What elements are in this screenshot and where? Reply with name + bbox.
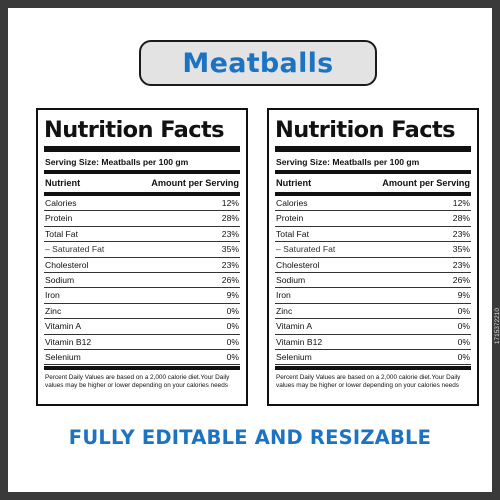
divider (44, 170, 240, 174)
nutrient-name: Cholesterol (45, 259, 89, 270)
divider (275, 146, 471, 152)
label-heading: Nutrition Facts (44, 117, 225, 143)
divider (44, 146, 240, 152)
nutrient-value: 0% (226, 351, 239, 362)
serving-size: Serving Size: Meatballs per 100 gm (45, 157, 189, 167)
nutrient-row: Vitamin B12 0% (44, 335, 240, 350)
nutrient-row: – Saturated Fat 35% (44, 242, 240, 258)
nutrient-value: 23% (452, 259, 470, 270)
nutrient-name: Selenium (45, 351, 81, 362)
nutrient-row: Calories 12% (275, 196, 471, 212)
divider (275, 366, 471, 371)
nutrient-value: 28% (452, 213, 470, 224)
nutrient-value: 0% (457, 305, 470, 316)
tagline: FULLY EDITABLE AND RESIZABLE (68, 426, 432, 449)
nutrient-name: Vitamin A (45, 321, 82, 332)
page-title: Meatballs (182, 47, 334, 79)
nutrition-label-left: Nutrition Facts Serving Size: Meatballs … (36, 108, 248, 406)
nutrient-value: 26% (221, 274, 239, 285)
nutrient-row: Sodium 26% (44, 273, 240, 289)
nutrient-value: 35% (221, 244, 239, 255)
nutrient-value: 28% (221, 213, 239, 224)
nutrient-row: Total Fat 23% (44, 227, 240, 243)
nutrient-name: Vitamin A (276, 321, 313, 332)
nutrient-row: Cholesterol 23% (44, 258, 240, 273)
nutrient-value: 23% (221, 228, 239, 239)
nutrient-row: Total Fat 23% (275, 227, 471, 243)
nutrient-name: Vitamin B12 (276, 336, 323, 347)
nutrient-row: Protein 28% (44, 211, 240, 227)
nutrient-name: Iron (276, 290, 291, 301)
nutrient-name: Vitamin B12 (45, 336, 92, 347)
nutrient-row: Zinc 0% (275, 304, 471, 320)
nutrient-name: Total Fat (45, 228, 78, 239)
nutrient-name: Sodium (276, 274, 306, 285)
daily-value-footnote: Percent Daily Values are based on a 2,00… (45, 374, 230, 390)
nutrient-name: Protein (45, 213, 73, 224)
nutrient-value: 23% (452, 228, 470, 239)
watermark-id: 1715372210 (494, 308, 500, 345)
nutrient-name: Cholesterol (276, 259, 320, 270)
column-header-nutrient: Nutrient (45, 178, 81, 188)
nutrient-row: Vitamin A 0% (275, 319, 471, 335)
nutrient-value: 0% (226, 321, 239, 332)
divider (275, 170, 471, 174)
nutrient-value: 26% (452, 274, 470, 285)
column-header-amount: Amount per Serving (382, 178, 470, 188)
daily-value-footnote: Percent Daily Values are based on a 2,00… (276, 374, 461, 390)
nutrient-row: Selenium 0% (275, 350, 471, 366)
nutrient-value: 12% (221, 198, 239, 208)
nutrient-row: Sodium 26% (275, 273, 471, 289)
nutrient-row: Iron 9% (275, 288, 471, 304)
nutrient-value: 35% (452, 244, 470, 255)
column-header-row: Nutrient Amount per Serving (275, 174, 471, 192)
label-heading: Nutrition Facts (275, 117, 456, 143)
nutrient-name: Selenium (276, 351, 312, 362)
nutrient-value: 0% (226, 305, 239, 316)
nutrient-value: 0% (226, 336, 239, 347)
nutrient-value: 0% (457, 321, 470, 332)
column-header-nutrient: Nutrient (276, 178, 312, 188)
nutrient-row: Selenium 0% (44, 350, 240, 366)
nutrient-name: – Saturated Fat (45, 244, 105, 255)
nutrition-label-right: Nutrition Facts Serving Size: Meatballs … (267, 108, 479, 406)
nutrient-row: Cholesterol 23% (275, 258, 471, 273)
nutrient-value: 23% (221, 259, 239, 270)
serving-size: Serving Size: Meatballs per 100 gm (276, 157, 420, 167)
nutrient-name: Total Fat (276, 228, 309, 239)
nutrient-list: Calories 12% Protein 28% Total Fat 23% – Sa… (44, 192, 240, 366)
nutrient-row: Vitamin A 0% (44, 319, 240, 335)
nutrient-name: Protein (276, 213, 304, 224)
poster-canvas: Meatballs Nutrition Facts Serving Size: … (8, 8, 500, 492)
column-header-amount: Amount per Serving (151, 178, 239, 188)
nutrient-name: – Saturated Fat (276, 244, 336, 255)
nutrient-value: 9% (226, 290, 239, 301)
nutrient-row: Protein 28% (275, 211, 471, 227)
nutrient-name: Zinc (276, 305, 293, 316)
nutrient-row: – Saturated Fat 35% (275, 242, 471, 258)
nutrient-name: Iron (45, 290, 60, 301)
nutrient-name: Sodium (45, 274, 75, 285)
nutrient-value: 12% (452, 198, 470, 208)
nutrient-value: 0% (457, 336, 470, 347)
nutrient-row: Vitamin B12 0% (275, 335, 471, 350)
nutrient-name: Calories (45, 198, 77, 208)
nutrient-row: Zinc 0% (44, 304, 240, 320)
nutrient-value: 0% (457, 351, 470, 362)
nutrient-list: Calories 12% Protein 28% Total Fat 23% – Sa… (275, 192, 471, 366)
nutrient-row: Iron 9% (44, 288, 240, 304)
nutrient-name: Calories (276, 198, 308, 208)
divider (44, 366, 240, 371)
column-header-row: Nutrient Amount per Serving (44, 174, 240, 192)
title-banner: Meatballs (139, 40, 377, 86)
nutrient-value: 9% (457, 290, 470, 301)
nutrient-row: Calories 12% (44, 196, 240, 212)
nutrient-name: Zinc (45, 305, 62, 316)
